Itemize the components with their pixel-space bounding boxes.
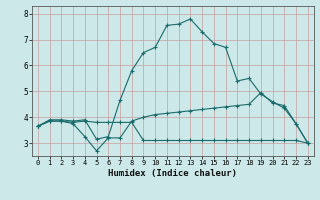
X-axis label: Humidex (Indice chaleur): Humidex (Indice chaleur) bbox=[108, 169, 237, 178]
